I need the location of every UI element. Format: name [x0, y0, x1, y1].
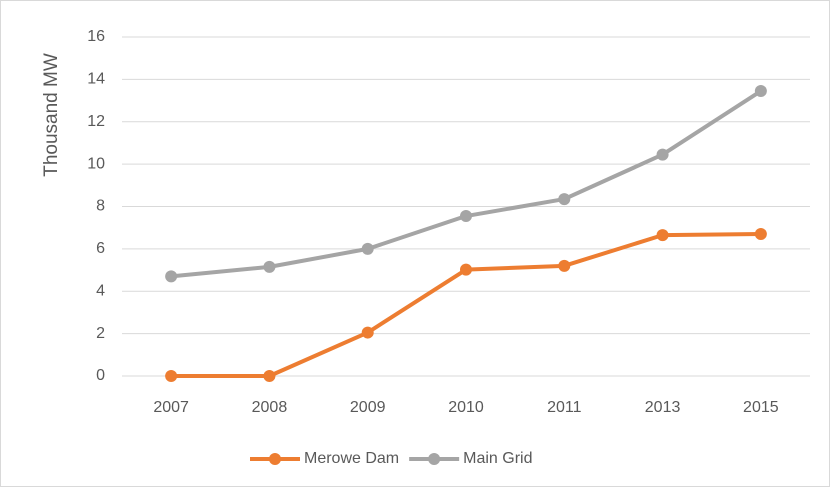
- legend-marker: [428, 453, 441, 465]
- point: [165, 370, 178, 382]
- point: [558, 259, 571, 272]
- point: [361, 242, 374, 255]
- point: [656, 148, 669, 161]
- point: [656, 229, 669, 242]
- y-tick-label: 2: [96, 325, 105, 342]
- point: [361, 326, 374, 339]
- x-tick-label: 2008: [252, 399, 288, 416]
- x-tick-label: 2007: [153, 399, 189, 416]
- point: [558, 193, 571, 206]
- point: [754, 228, 767, 241]
- y-axis-label: Thousand MW: [41, 53, 62, 177]
- legend-label: Merowe Dam: [304, 450, 399, 467]
- point: [754, 85, 767, 98]
- x-tick-label: 2011: [547, 399, 582, 416]
- y-tick-label: 8: [96, 198, 105, 215]
- y-tick-label: 10: [87, 155, 105, 172]
- legend-label: Main Grid: [463, 450, 532, 467]
- y-tick-label: 4: [96, 282, 105, 299]
- point: [460, 263, 472, 276]
- x-tick-label: 2013: [645, 399, 681, 416]
- point: [263, 260, 276, 273]
- point: [165, 270, 178, 283]
- y-tick-label: 14: [87, 71, 105, 88]
- x-tick-label: 2009: [350, 399, 386, 416]
- y-tick-label: 16: [87, 28, 105, 45]
- y-tick-label: 12: [87, 113, 105, 130]
- point: [460, 210, 472, 223]
- y-tick-label: 0: [96, 367, 105, 384]
- point: [263, 370, 276, 382]
- x-tick-label: 2010: [448, 399, 484, 416]
- x-tick-label: 2015: [743, 399, 779, 416]
- y-tick-label: 6: [96, 240, 105, 257]
- legend-marker: [269, 453, 281, 465]
